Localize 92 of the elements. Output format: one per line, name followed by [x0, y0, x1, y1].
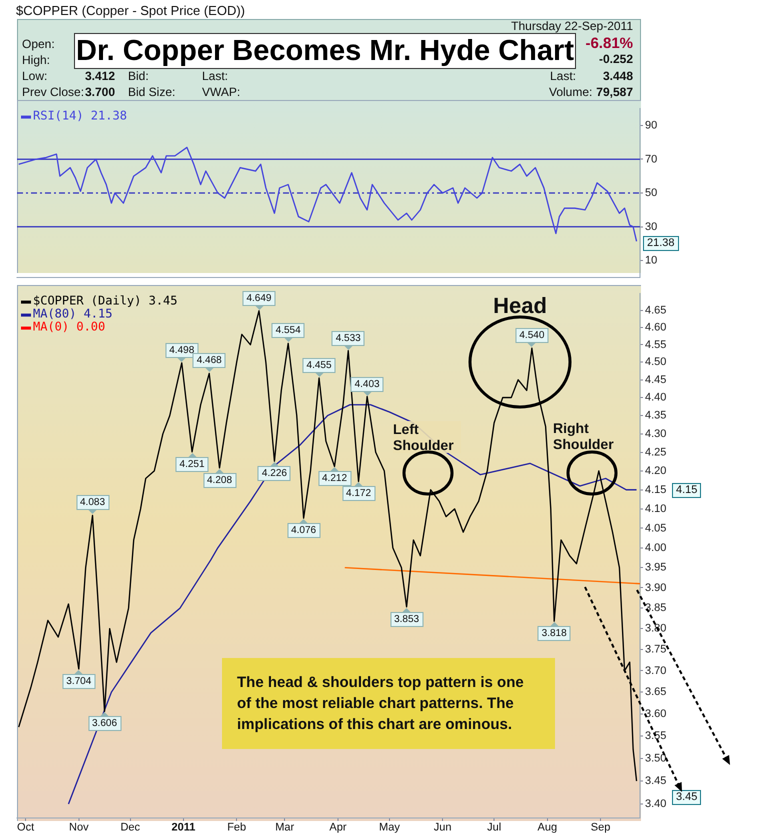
x-tick-label: Jul: [487, 822, 502, 834]
y-tick-label: 3.80: [645, 622, 666, 635]
text: Last:: [202, 69, 228, 83]
annotation: Left Shoulder: [393, 421, 461, 453]
y-tick-label: 3.50: [645, 752, 666, 764]
annotation: Head: [492, 293, 548, 319]
annotation: 4.498: [165, 342, 198, 358]
annotation: 3.818: [538, 626, 571, 642]
text: VWAP:: [202, 85, 240, 99]
annotation: 4.403: [350, 376, 384, 392]
y-tick-label: 4.00: [645, 542, 666, 554]
annotation: 4.083: [76, 495, 110, 510]
x-tick-label: May: [379, 822, 400, 834]
text: Last:: [550, 69, 576, 83]
text: High:: [22, 53, 50, 67]
y-tick-label: 3.45: [645, 775, 666, 788]
annotation: 3.853: [390, 612, 424, 627]
y-tick-label: 4.30: [645, 428, 666, 440]
y-tick-label: 3.55: [645, 730, 666, 742]
text: Open:: [22, 37, 55, 51]
x-tick-label: Feb: [227, 822, 246, 834]
annotation: 4.212: [318, 471, 352, 486]
legend-label: MA(0) 0.00: [33, 320, 106, 334]
text: 3.700: [84, 85, 115, 99]
legend-label: RSI(14) 21.38: [33, 108, 127, 123]
text: Dr. Copper Becomes Mr. Hyde Chart: [74, 33, 576, 69]
annotation: 4.649: [242, 290, 276, 306]
annotation: 4.251: [176, 456, 209, 472]
annotation: 4.468: [192, 353, 226, 368]
x-tick-label: Dec: [120, 822, 141, 834]
annotation: 4.226: [258, 466, 291, 482]
y-tick-label: 3.95: [645, 562, 666, 574]
y-tick-label: 4.25: [645, 446, 666, 458]
annotation: 4.533: [332, 330, 365, 346]
y-tick-label: 3.65: [645, 686, 666, 698]
y-tick-label: 3.60: [645, 708, 666, 720]
text: Volume:: [549, 85, 592, 99]
y-tick-label: 4.60: [645, 322, 666, 334]
y-tick-label: 10: [645, 254, 658, 267]
text: Thursday 22-Sep-2011: [511, 19, 633, 33]
y-tick-label: 50: [645, 187, 658, 200]
y-tick-label: 4.10: [645, 502, 666, 515]
y-tick-label: 4.05: [645, 522, 666, 534]
annotation: 4.455: [302, 358, 336, 373]
legend-label: $COPPER (Daily) 3.45: [33, 294, 178, 308]
y-tick-label: 4.15: [645, 484, 666, 496]
x-tick-label: Oct: [17, 822, 34, 834]
annotation: 3.606: [88, 716, 122, 732]
x-tick-label: Sep: [590, 822, 610, 834]
annotation: 4.208: [203, 472, 236, 488]
text: 3.448: [602, 69, 633, 83]
y-tick-label: 3.70: [645, 664, 666, 677]
y-tick-label: 90: [645, 120, 658, 132]
y-tick-label: 4.45: [645, 374, 666, 386]
annotation: Right Shoulder: [553, 420, 615, 452]
annotation: The head & shoulders top pattern is one of the most reliable chart patterns. The implications of this chart are ominous.: [222, 658, 555, 749]
text: 79,587: [596, 85, 633, 99]
annotation: 4.172: [342, 486, 376, 502]
text: -0.252: [598, 52, 633, 66]
legend-label: MA(80) 4.15: [33, 306, 112, 321]
text: Prev Close:: [22, 85, 84, 99]
y-tick-label: 4.55: [645, 338, 666, 351]
text: 21.38: [643, 236, 679, 251]
text: Bid:: [128, 69, 149, 83]
text: -6.81%: [585, 35, 633, 52]
x-tick-label: Jun: [434, 822, 452, 834]
text: 3.412: [84, 69, 115, 83]
text: Bid Size:: [128, 85, 176, 99]
x-tick-label: Mar: [275, 822, 295, 834]
text: 3.45: [672, 790, 702, 805]
x-tick-label: Nov: [69, 822, 90, 834]
x-tick-label: Aug: [538, 822, 558, 834]
y-tick-label: 3.40: [645, 798, 666, 810]
annotation: 4.554: [272, 323, 305, 338]
y-tick-label: 4.35: [645, 410, 666, 422]
text: $COPPER (Copper - Spot Price (EOD)): [16, 3, 246, 18]
x-tick-label: Apr: [329, 822, 347, 834]
y-tick-label: 3.90: [645, 582, 666, 594]
x-tick-label: 2011: [172, 822, 196, 834]
y-tick-label: 3.75: [645, 644, 666, 656]
y-tick-label: 70: [645, 153, 658, 166]
text: 4.15: [672, 483, 702, 498]
annotation: 4.076: [287, 523, 320, 538]
annotation: 3.704: [62, 674, 96, 690]
y-tick-label: 3.85: [645, 602, 666, 614]
annotation: 4.540: [515, 328, 548, 344]
y-tick-label: 4.65: [645, 304, 666, 316]
y-tick-label: 4.20: [645, 464, 666, 477]
y-tick-label: 4.50: [645, 356, 666, 368]
text: Low:: [22, 69, 48, 83]
y-tick-label: 30: [645, 220, 658, 233]
y-tick-label: 4.40: [645, 392, 666, 404]
